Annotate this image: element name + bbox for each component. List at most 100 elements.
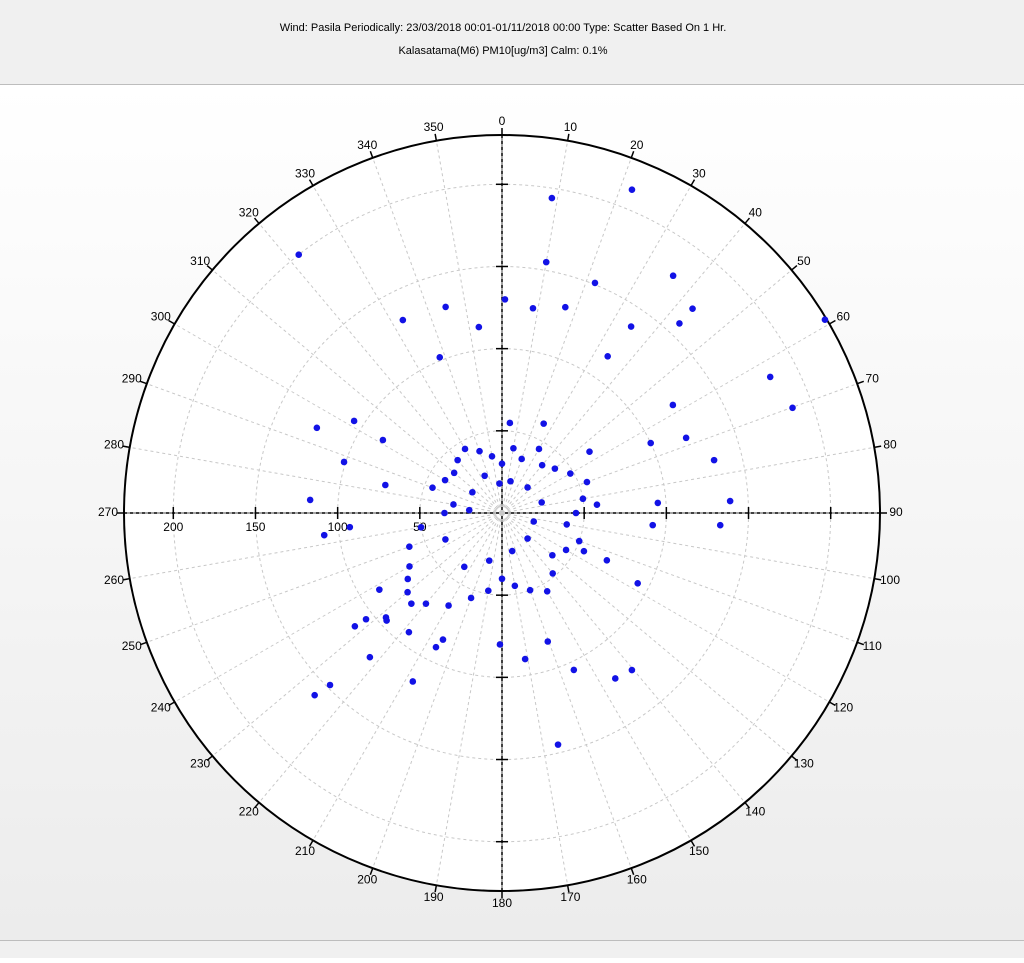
scatter-point bbox=[405, 628, 413, 636]
grid-spoke bbox=[435, 140, 503, 514]
theta-tick bbox=[168, 701, 176, 707]
grid-spoke bbox=[501, 512, 692, 841]
grid-spoke bbox=[129, 446, 503, 514]
theta-tick bbox=[744, 802, 751, 809]
scatter-point bbox=[350, 417, 358, 425]
theta-tick-label: 330 bbox=[295, 167, 315, 181]
theta-tick bbox=[369, 150, 374, 159]
grid-spoke bbox=[258, 223, 503, 514]
theta-tick-label: 230 bbox=[190, 757, 210, 771]
theta-tick bbox=[874, 445, 882, 449]
grid-spoke bbox=[501, 512, 569, 886]
scatter-point bbox=[498, 460, 506, 467]
scatter-point bbox=[439, 636, 447, 643]
scatter-point bbox=[404, 575, 412, 583]
theta-tick-label: 0 bbox=[499, 114, 506, 128]
scatter-point bbox=[465, 506, 473, 514]
scatter-point bbox=[436, 354, 444, 361]
scatter-point bbox=[510, 444, 517, 452]
scatter-point bbox=[295, 251, 303, 258]
theta-tick bbox=[168, 319, 176, 325]
theta-tick-label: 200 bbox=[357, 873, 377, 887]
theta-tick bbox=[139, 641, 148, 646]
scatter-point bbox=[548, 194, 556, 202]
scatter-point bbox=[326, 681, 334, 689]
theta-tick-label: 350 bbox=[424, 120, 444, 134]
scatter-point bbox=[538, 461, 546, 469]
theta-tick bbox=[856, 380, 865, 385]
scatter-point bbox=[507, 477, 514, 485]
scatter-point bbox=[496, 641, 504, 648]
chart-title: Wind: Pasila Periodically: 23/03/2018 00… bbox=[280, 22, 727, 34]
theta-tick bbox=[566, 133, 570, 141]
theta-tick-label: 60 bbox=[837, 310, 851, 324]
scatter-point bbox=[628, 186, 636, 194]
grid-spoke bbox=[501, 185, 692, 514]
theta-tick-label: 320 bbox=[239, 206, 259, 220]
grid-spoke bbox=[174, 512, 503, 703]
scatter-point bbox=[669, 272, 677, 280]
scatter-point bbox=[563, 521, 571, 528]
theta-tick bbox=[253, 217, 260, 224]
scatter-point bbox=[382, 614, 390, 621]
scatter-point bbox=[351, 623, 359, 630]
theta-tick bbox=[630, 150, 635, 159]
scatter-point bbox=[469, 488, 476, 496]
scatter-point bbox=[501, 296, 509, 303]
theta-tick-label: 130 bbox=[794, 757, 814, 771]
scatter-point bbox=[406, 563, 413, 570]
scatter-point bbox=[346, 523, 354, 531]
scatter-point bbox=[432, 643, 440, 651]
theta-tick-label: 30 bbox=[692, 167, 706, 181]
scatter-point bbox=[580, 547, 588, 555]
theta-tick-label: 220 bbox=[239, 805, 259, 819]
scatter-point bbox=[579, 495, 587, 503]
scatter-point bbox=[538, 499, 545, 506]
theta-tick-label: 280 bbox=[104, 437, 124, 451]
scatter-point bbox=[450, 469, 458, 477]
grid-spoke bbox=[501, 157, 632, 514]
scatter-point bbox=[379, 436, 387, 444]
scatter-point bbox=[409, 678, 417, 685]
scatter-point bbox=[669, 401, 677, 409]
scatter-point bbox=[554, 741, 562, 748]
theta-tick bbox=[253, 802, 260, 809]
scatter-point bbox=[511, 582, 519, 590]
scatter-point bbox=[488, 453, 496, 460]
scatter-point bbox=[570, 666, 578, 674]
scatter-point bbox=[529, 304, 537, 312]
theta-tick bbox=[828, 319, 836, 325]
theta-tick-label: 310 bbox=[190, 254, 210, 268]
theta-tick bbox=[434, 885, 438, 893]
theta-tick-label: 170 bbox=[560, 890, 580, 904]
grid-spoke bbox=[501, 512, 858, 643]
scatter-point bbox=[562, 546, 570, 554]
theta-tick-label: 180 bbox=[492, 896, 512, 910]
scatter-point bbox=[562, 303, 569, 311]
theta-tick bbox=[690, 839, 696, 847]
scatter-point bbox=[445, 602, 452, 609]
scatter-point bbox=[442, 536, 449, 543]
grid-spoke bbox=[501, 269, 792, 514]
theta-tick bbox=[828, 701, 836, 707]
scatter-point bbox=[726, 497, 734, 505]
scatter-point bbox=[575, 537, 583, 545]
theta-tick bbox=[122, 577, 130, 581]
theta-tick bbox=[206, 264, 213, 271]
scatter-point bbox=[647, 439, 655, 447]
scatter-point bbox=[593, 501, 601, 508]
theta-tick bbox=[122, 445, 130, 449]
theta-tick-label: 250 bbox=[122, 639, 142, 653]
scatter-point bbox=[518, 455, 525, 463]
scatter-point bbox=[476, 447, 483, 455]
scatter-point bbox=[789, 404, 796, 412]
theta-tick-label: 50 bbox=[797, 254, 811, 268]
scatter-point bbox=[535, 445, 543, 453]
scatter-point bbox=[481, 472, 488, 480]
scatter-point bbox=[543, 587, 551, 595]
scatter-point bbox=[399, 316, 407, 324]
scatter-point bbox=[604, 353, 611, 360]
grid-spoke bbox=[372, 512, 503, 869]
scatter-point bbox=[710, 456, 718, 464]
